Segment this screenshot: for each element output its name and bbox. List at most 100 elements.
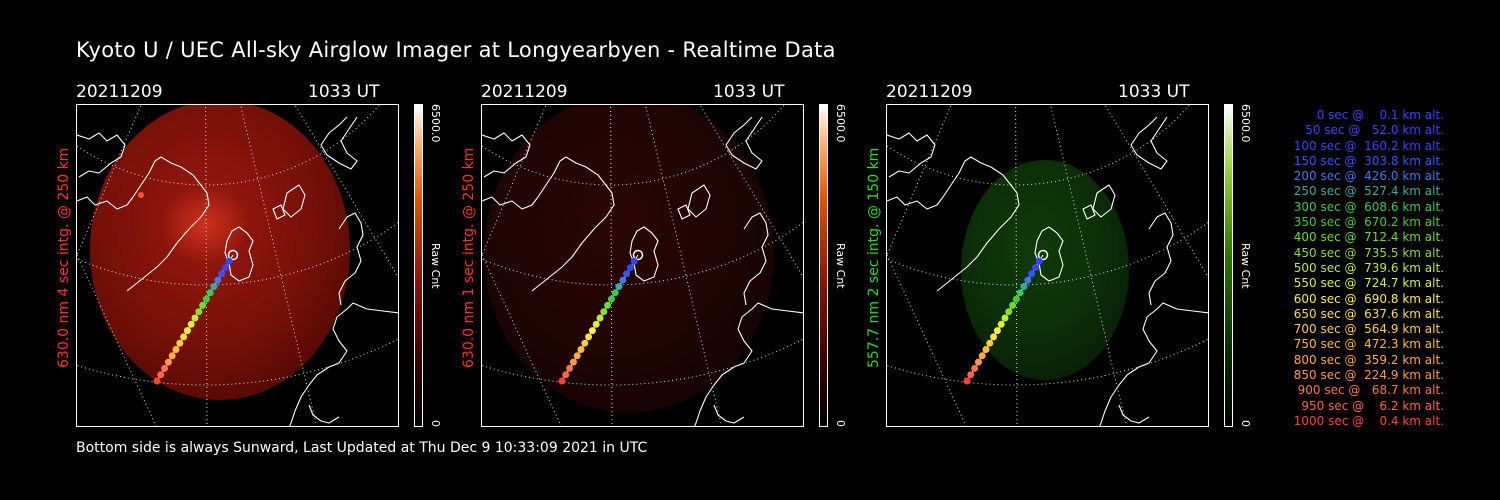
panel-2-colorbar (819, 104, 828, 427)
panel-2-colorbar-max: 6500.0 (834, 104, 847, 143)
trajectory-point (978, 352, 986, 360)
trajectory-point (1001, 314, 1009, 322)
trajectory-legend: 0 sec @ 0.1 km alt. 50 sec @ 52.0 km alt.… (1262, 108, 1444, 429)
allsky-map-svg (482, 105, 803, 426)
trajectory-track (153, 249, 239, 385)
trajectory-point (588, 327, 596, 335)
trajectory-point (604, 301, 612, 309)
trajectory-point (566, 364, 574, 372)
trajectory-point (623, 270, 631, 278)
allsky-map-svg (887, 105, 1208, 426)
panel-1-colorbar (414, 104, 423, 427)
panel-2-allsky-image (481, 104, 804, 427)
panel-2-colorbar-min: 0 (834, 420, 847, 427)
legend-row: 350 sec @ 670.2 km alt. (1293, 215, 1444, 230)
panel-3-colorbar (1224, 104, 1233, 427)
panel-2-date: 20211209 (481, 82, 568, 102)
legend-row: 1000 sec @ 0.4 km alt. (1293, 413, 1444, 428)
trajectory-point (1024, 276, 1032, 284)
trajectory-point (573, 352, 581, 360)
trajectory-point (630, 257, 638, 265)
panel-3-colorbar-max: 6500.0 (1239, 104, 1252, 143)
legend-row: 300 sec @ 608.6 km alt. (1293, 199, 1444, 214)
legend-row: 50 sec @ 52.0 km alt. (1305, 123, 1444, 138)
trajectory-point (221, 264, 229, 272)
trajectory-point (990, 333, 998, 341)
legend-row: 0 sec @ 0.1 km alt. (1316, 108, 1444, 122)
legend-row: 500 sec @ 739.6 km alt. (1293, 260, 1444, 275)
trajectory-point (611, 289, 619, 297)
trajectory-point (1005, 308, 1013, 316)
trajectory-point (967, 371, 975, 379)
legend-row: 900 sec @ 68.7 km alt. (1297, 383, 1444, 398)
trajectory-point (619, 276, 627, 284)
panel-3-time: 1033 UT (1118, 82, 1190, 102)
trajectory-point (164, 358, 172, 366)
footer-status: Bottom side is always Sunward, Last Upda… (76, 440, 648, 456)
trajectory-point (585, 333, 593, 341)
panel-3-date: 20211209 (886, 82, 973, 102)
legend-row: 700 sec @ 564.9 km alt. (1293, 322, 1444, 337)
panel-1-colorbar-max: 6500.0 (429, 104, 442, 143)
panel-1-date: 20211209 (76, 82, 163, 102)
legend-row: 150 sec @ 303.8 km alt. (1293, 153, 1444, 168)
trajectory-point (187, 320, 195, 328)
trajectory-point (632, 249, 644, 261)
trajectory-point (176, 339, 184, 347)
panel-1-allsky-image (76, 104, 399, 427)
legend-row: 650 sec @ 637.6 km alt. (1293, 306, 1444, 321)
trajectory-point (206, 289, 214, 297)
trajectory-point (1028, 270, 1036, 278)
panel-3-allsky-image (886, 104, 1209, 427)
trajectory-point (581, 339, 589, 347)
legend-row: 100 sec @ 160.2 km alt. (1293, 138, 1444, 153)
trajectory-point (1009, 301, 1017, 309)
trajectory-point (974, 358, 982, 366)
trajectory-point (577, 346, 585, 353)
trajectory-point (626, 264, 634, 272)
legend-row: 550 sec @ 724.7 km alt. (1293, 276, 1444, 291)
panel-2-time: 1033 UT (713, 82, 785, 102)
panel-2-channel-label: 630.0 nm 1 sec intg. @ 250 km (461, 147, 477, 368)
panel-1-time: 1033 UT (308, 82, 380, 102)
trajectory-point (982, 346, 990, 353)
legend-row: 800 sec @ 359.2 km alt. (1293, 352, 1444, 367)
legend-row: 400 sec @ 712.4 km alt. (1293, 230, 1444, 245)
trajectory-track (963, 249, 1049, 385)
trajectory-point (971, 364, 979, 372)
legend-row: 250 sec @ 527.4 km alt. (1293, 184, 1444, 199)
panel-3-colorbar-min: 0 (1239, 420, 1252, 427)
panel-1-channel-label: 630.0 nm 4 sec intg. @ 250 km (56, 147, 72, 368)
trajectory-point (600, 308, 608, 316)
trajectory-point (172, 346, 180, 353)
trajectory-point (1031, 264, 1039, 272)
trajectory-point (180, 333, 188, 341)
trajectory-point (199, 301, 207, 309)
trajectory-point (569, 358, 577, 366)
page-title: Kyoto U / UEC All-sky Airglow Imager at … (76, 38, 836, 62)
trajectory-point (963, 377, 971, 385)
trajectory-point (558, 377, 566, 385)
legend-row: 950 sec @ 6.2 km alt. (1301, 398, 1444, 413)
trajectory-point (210, 283, 218, 290)
trajectory-point (986, 339, 994, 347)
legend-row: 600 sec @ 690.8 km alt. (1293, 291, 1444, 306)
trajectory-point (562, 371, 570, 379)
trajectory-point (214, 276, 222, 284)
trajectory-track (558, 249, 644, 385)
trajectory-point (168, 352, 176, 360)
trajectory-point (191, 314, 199, 322)
trajectory-point (1035, 257, 1043, 265)
trajectory-point (997, 320, 1005, 328)
panel-1-colorbar-unit: Raw Cnt (429, 243, 442, 289)
trajectory-point (195, 308, 203, 316)
trajectory-point (592, 320, 600, 328)
trajectory-point (607, 295, 615, 303)
trajectory-point (157, 371, 165, 379)
trajectory-point (225, 257, 233, 265)
trajectory-point (1020, 283, 1028, 290)
legend-row: 200 sec @ 426.0 km alt. (1293, 169, 1444, 184)
allsky-map-svg (77, 105, 398, 426)
trajectory-point (153, 377, 161, 385)
airglow-disk (484, 105, 774, 413)
